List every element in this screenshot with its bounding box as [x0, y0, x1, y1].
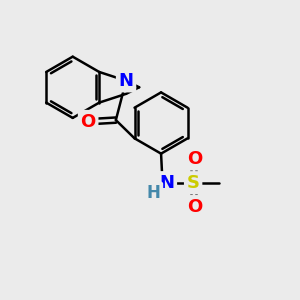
Text: N: N [118, 72, 134, 90]
Text: N: N [159, 174, 174, 192]
Text: H: H [147, 184, 161, 202]
Text: O: O [187, 150, 202, 168]
Text: O: O [187, 198, 202, 216]
Text: O: O [80, 112, 96, 130]
Text: S: S [187, 174, 200, 192]
